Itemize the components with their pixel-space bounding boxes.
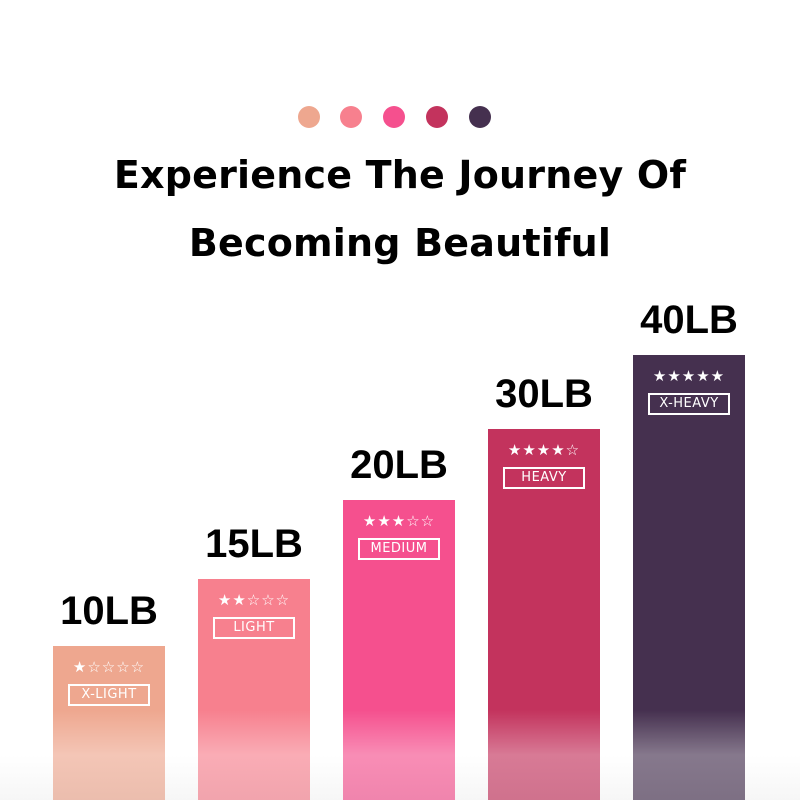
color-dot [426,106,448,128]
bar-value-label: 20LB [350,443,448,487]
color-dots [0,106,800,128]
bar: ★★★★★ X-HEAVY [633,355,745,800]
star-rating-icon: ★★★★☆ [507,441,581,459]
bar-value-label: 15LB [205,522,303,566]
star-rating-icon: ★★★★★ [652,367,726,385]
star-rating-icon: ★★☆☆☆ [217,591,291,609]
level-label: HEAVY [503,467,585,489]
level-label: X-HEAVY [648,393,730,415]
color-dot [383,106,405,128]
bar-value-label: 30LB [495,372,593,416]
bar-value-label: 10LB [60,589,158,633]
level-label: LIGHT [213,617,295,639]
level-label: X-LIGHT [68,684,150,706]
bar-value-label: 40LB [640,298,738,342]
color-dot [298,106,320,128]
bar: ★★☆☆☆ LIGHT [198,579,310,800]
color-dot [340,106,362,128]
headline-line-1: Experience The Journey Of [113,153,687,197]
bar: ★☆☆☆☆ X-LIGHT [53,646,165,800]
bar: ★★★★☆ HEAVY [488,429,600,800]
level-label: MEDIUM [358,538,440,560]
headline-line-2: Becoming Beautiful [188,221,612,265]
color-dot [469,106,491,128]
star-rating-icon: ★☆☆☆☆ [72,658,146,676]
star-rating-icon: ★★★☆☆ [362,512,436,530]
bar: ★★★☆☆ MEDIUM [343,500,455,800]
